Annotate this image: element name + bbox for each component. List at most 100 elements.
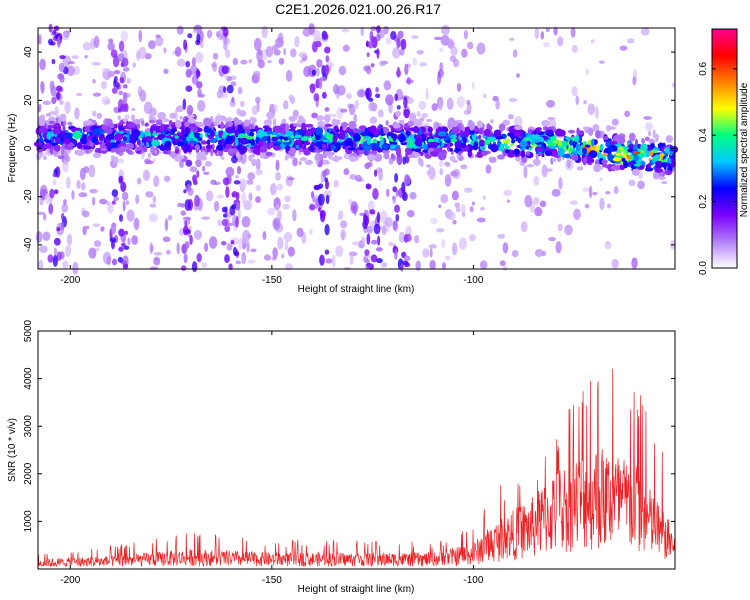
heatmap-cell — [226, 84, 234, 94]
heatmap-cell — [364, 249, 370, 256]
heatmap-cell — [515, 155, 521, 162]
heatmap-cell — [607, 153, 614, 162]
heatmap-cell — [289, 48, 297, 58]
heatmap-cell — [324, 64, 330, 76]
heatmap-cell — [588, 185, 593, 198]
heatmap-cell — [118, 90, 124, 96]
heatmap-cell — [118, 214, 124, 222]
heatmap-cell — [569, 139, 573, 146]
heatmap-cell — [541, 119, 550, 127]
heatmap-cell — [384, 152, 390, 160]
heatmap-cell — [92, 223, 101, 228]
heatmap-cell — [42, 231, 51, 242]
heatmap-cell — [113, 79, 117, 88]
heatmap-cell — [444, 255, 451, 260]
heatmap-cell — [46, 119, 52, 126]
heatmap-cell — [102, 68, 108, 73]
heatmap-cell — [535, 153, 539, 160]
heatmap-cell — [273, 145, 282, 151]
heatmap-cell — [113, 156, 119, 165]
heatmap-cell — [379, 60, 386, 67]
heatmap-cell — [478, 127, 484, 135]
heatmap-cell — [458, 237, 467, 250]
heatmap-cell — [184, 199, 191, 211]
heatmap-cell — [458, 155, 464, 162]
heatmap-cell — [463, 29, 469, 40]
heatmap-cell — [75, 149, 85, 156]
heatmap-cell — [238, 110, 247, 117]
heatmap-cell — [315, 197, 319, 210]
heatmap-cell — [460, 164, 468, 170]
heatmap-cell — [107, 42, 115, 51]
snr-y-tick-label: 3000 — [23, 415, 34, 438]
heatmap-cell — [390, 30, 397, 40]
heatmap-cell — [185, 85, 193, 92]
heatmap-cell — [466, 99, 471, 105]
heatmap-cell — [425, 164, 432, 168]
heatmap-cell — [433, 121, 440, 131]
heatmap-cell — [454, 139, 463, 149]
heatmap-cell — [357, 149, 365, 155]
spectrogram-x-tick-label: -200 — [60, 275, 80, 286]
heatmap-cell — [643, 115, 652, 120]
heatmap-cell — [457, 151, 462, 156]
heatmap-cell — [428, 166, 436, 180]
heatmap-cell — [354, 100, 359, 109]
heatmap-cell — [396, 37, 401, 49]
heatmap-cell — [52, 254, 58, 267]
heatmap-cell — [149, 125, 159, 135]
heatmap-cell — [606, 124, 612, 132]
heatmap-cell — [221, 134, 228, 139]
heatmap-cell — [40, 80, 44, 91]
snr-x-tick-label: -150 — [262, 575, 282, 586]
heatmap-cell — [565, 153, 570, 159]
heatmap-cell — [278, 57, 285, 65]
heatmap-cell — [118, 146, 127, 153]
heatmap-cell — [369, 209, 376, 215]
heatmap-cell — [449, 55, 457, 63]
heatmap-cell — [126, 209, 135, 222]
heatmap-cell — [511, 139, 516, 144]
heatmap-cell — [599, 177, 603, 182]
heatmap-cell — [496, 154, 505, 160]
heatmap-cell — [370, 63, 375, 68]
heatmap-cell — [373, 223, 381, 235]
heatmap-cell — [63, 199, 67, 206]
heatmap-cell — [176, 140, 184, 147]
heatmap-cell — [201, 216, 210, 220]
heatmap-cell — [552, 158, 557, 162]
heatmap-cell — [532, 138, 542, 143]
heatmap-cell — [196, 33, 201, 44]
heatmap-cell — [53, 144, 61, 152]
heatmap-cell — [197, 93, 206, 98]
heatmap-cell — [225, 186, 230, 199]
heatmap-cell — [409, 134, 414, 141]
heatmap-cell — [65, 176, 71, 189]
heatmap-cell — [323, 114, 331, 123]
heatmap-cell — [66, 155, 71, 162]
heatmap-cell — [228, 263, 233, 271]
heatmap-cell — [184, 241, 190, 249]
heatmap-cell — [223, 42, 228, 51]
snr-y-tick-label: 4000 — [23, 367, 34, 390]
heatmap-cell — [627, 161, 634, 166]
heatmap-cell — [429, 259, 436, 270]
heatmap-cell — [321, 91, 327, 99]
heatmap-cell — [364, 162, 371, 170]
heatmap-cell — [250, 128, 257, 132]
heatmap-cell — [316, 67, 320, 77]
heatmap-cell — [102, 251, 112, 265]
heatmap-cell — [418, 117, 425, 122]
heatmap-cell — [152, 195, 157, 204]
heatmap-cell — [333, 155, 340, 163]
heatmap-cell — [221, 218, 228, 227]
heatmap-cell — [534, 206, 543, 217]
heatmap-cell — [435, 228, 445, 233]
heatmap-cell — [139, 117, 144, 122]
heatmap-cell — [92, 110, 97, 117]
heatmap-cell — [392, 47, 401, 59]
heatmap-cell — [452, 219, 457, 225]
heatmap-cell — [404, 63, 409, 76]
heatmap-cell — [628, 144, 635, 150]
heatmap-cell — [235, 260, 242, 265]
